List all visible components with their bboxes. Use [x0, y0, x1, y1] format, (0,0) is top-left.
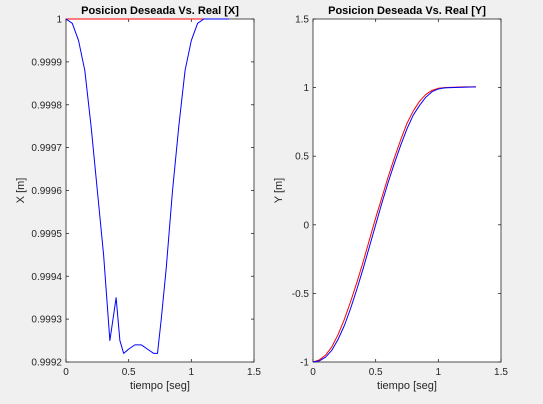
y-tick-label-left: 0.9993	[31, 315, 62, 326]
series-right	[312, 86, 476, 363]
plot-area-y	[312, 18, 502, 363]
axes-x-position: Posicion Deseada Vs. Real [X] tiempo [se…	[15, 5, 261, 392]
ticks-left: 0 0.5 1 1.5 0.9992 0.9993 0.9994 0.9995 0.9996 0.…	[31, 15, 261, 379]
series-left	[65, 18, 229, 354]
x-tick-label-left: 0	[63, 367, 69, 378]
y-tick-label-left: 1	[56, 15, 62, 26]
x-tick-label-right: 0.5	[369, 367, 383, 378]
y-tick-label-right: -0.5	[292, 289, 310, 300]
y-axis-label-right: Y [m]	[273, 178, 285, 203]
x-tick-label-left: 1.5	[247, 367, 261, 378]
plot-area-x	[65, 18, 255, 363]
y-tick-label-right: 0.5	[295, 152, 309, 163]
y-tick-label-left: 0.9998	[31, 100, 62, 111]
y-axis-label-left: X [m]	[15, 178, 27, 204]
y-tick-label-right: -1	[300, 358, 309, 369]
y-tick-label-left: 0.9994	[31, 272, 62, 283]
y-tick-label-right: 1	[303, 83, 309, 94]
chart-title-y: Posicion Deseada Vs. Real [Y]	[328, 5, 486, 17]
chart-title-x: Posicion Deseada Vs. Real [X]	[81, 5, 239, 17]
y-tick-label-left: 0.9997	[31, 143, 62, 154]
series-line-left-blue	[65, 18, 229, 354]
x-tick-label-left: 1	[189, 367, 195, 378]
x-axis-label-left: tiempo [seg]	[130, 380, 190, 392]
series-line-right-blue	[312, 86, 476, 363]
y-tick-label-right: 1.5	[295, 15, 309, 26]
x-axis-label-right: tiempo [seg]	[377, 380, 437, 392]
x-tick-label-right: 1	[436, 367, 442, 378]
y-tick-label-left: 0.9999	[31, 57, 62, 68]
x-tick-label-left: 0.5	[122, 367, 136, 378]
y-tick-label-left: 0.9996	[31, 186, 62, 197]
y-tick-label-right: 0	[303, 220, 309, 231]
y-tick-label-left: 0.9995	[31, 229, 62, 240]
y-tick-label-left: 0.9992	[31, 358, 62, 369]
x-tick-label-right: 0	[310, 367, 316, 378]
series-line-right-red	[312, 86, 476, 363]
ticks-right: 0 0.5 1 1.5 -1 -0.5 0 0.5 1 1.5	[292, 15, 509, 379]
axes-y-position: Posicion Deseada Vs. Real [Y] tiempo [se…	[273, 5, 508, 392]
x-tick-label-right: 1.5	[494, 367, 508, 378]
